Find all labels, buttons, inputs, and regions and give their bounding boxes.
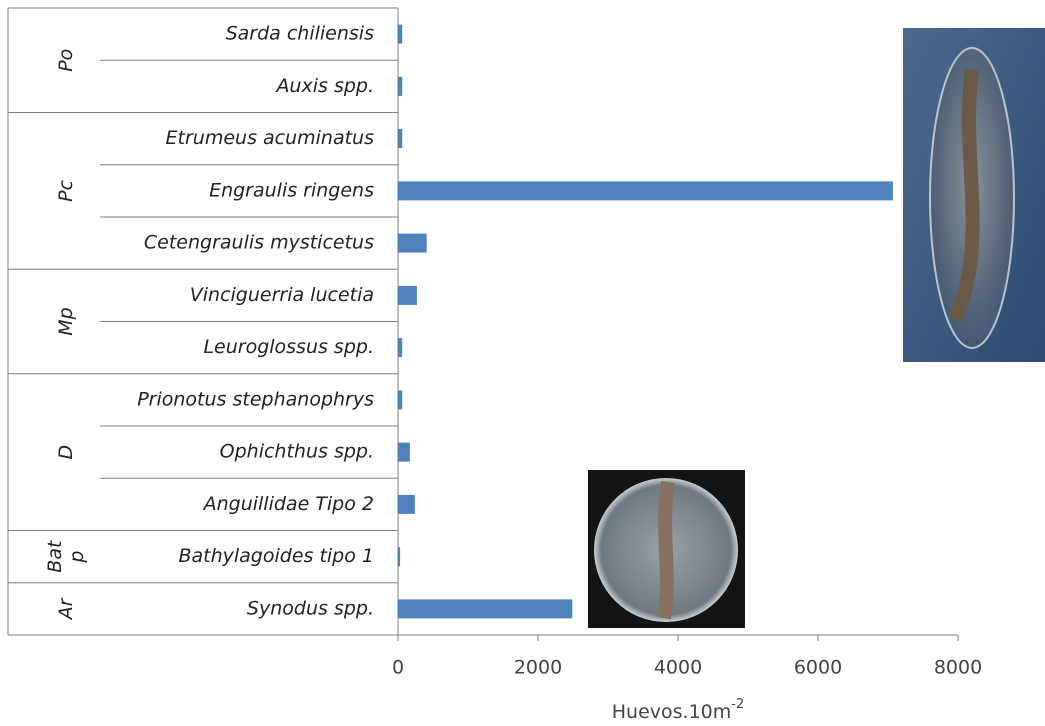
- group-label-line: Po: [55, 49, 77, 72]
- bar: [398, 76, 403, 96]
- group-label-line: Mp: [55, 307, 77, 335]
- group-label: Po: [55, 49, 77, 72]
- group-label-line: p: [66, 551, 88, 564]
- category-label: Cetengraulis mysticetus: [144, 232, 374, 254]
- category-label: Anguillidae Tipo 2: [202, 493, 374, 515]
- bar: [398, 129, 403, 149]
- group-label: Batp: [44, 539, 88, 573]
- photo-egg: [588, 470, 745, 628]
- category-label: Prionotus stephanophrys: [137, 388, 374, 410]
- category-label: Engraulis ringens: [209, 179, 374, 201]
- x-tick-label: 6000: [794, 657, 842, 679]
- x-tick-label: 2000: [514, 657, 562, 679]
- category-label: Leuroglossus spp.: [203, 336, 374, 358]
- group-label: Pc: [55, 179, 77, 201]
- bar: [398, 285, 417, 305]
- group-label: D: [55, 445, 77, 460]
- category-label: Etrumeus acuminatus: [166, 127, 375, 149]
- category-label: Bathylagoides tipo 1: [178, 545, 374, 567]
- group-label: Ar: [55, 597, 77, 621]
- bar: [398, 181, 893, 201]
- photo-larva: [903, 28, 1045, 362]
- bar: [398, 494, 415, 514]
- x-axis-title-sup: -2: [731, 697, 744, 712]
- category-label: Ophichthus spp.: [220, 441, 374, 463]
- bar: [398, 338, 403, 358]
- group-label-line: Bat: [44, 539, 66, 573]
- category-label: Auxis spp.: [274, 75, 374, 97]
- group-label-line: Ar: [55, 597, 77, 621]
- x-tick-label: 4000: [654, 657, 702, 679]
- bar: [398, 390, 403, 410]
- x-tick-label: 0: [392, 657, 404, 679]
- x-axis-title-text: Huevos.10m: [612, 701, 732, 723]
- group-label-line: D: [55, 445, 77, 460]
- bar: [398, 599, 573, 619]
- bar: [398, 442, 410, 462]
- bar: [398, 24, 403, 44]
- bar: [398, 547, 401, 567]
- category-label: Sarda chiliensis: [226, 23, 374, 45]
- group-label: Mp: [55, 307, 77, 335]
- x-tick-label: 8000: [934, 657, 982, 679]
- category-label: Synodus spp.: [247, 597, 374, 619]
- bar: [398, 233, 427, 253]
- x-axis-title: Huevos.10m-2: [612, 697, 744, 723]
- group-label-line: Pc: [55, 179, 77, 201]
- category-label: Vinciguerria lucetia: [190, 284, 374, 306]
